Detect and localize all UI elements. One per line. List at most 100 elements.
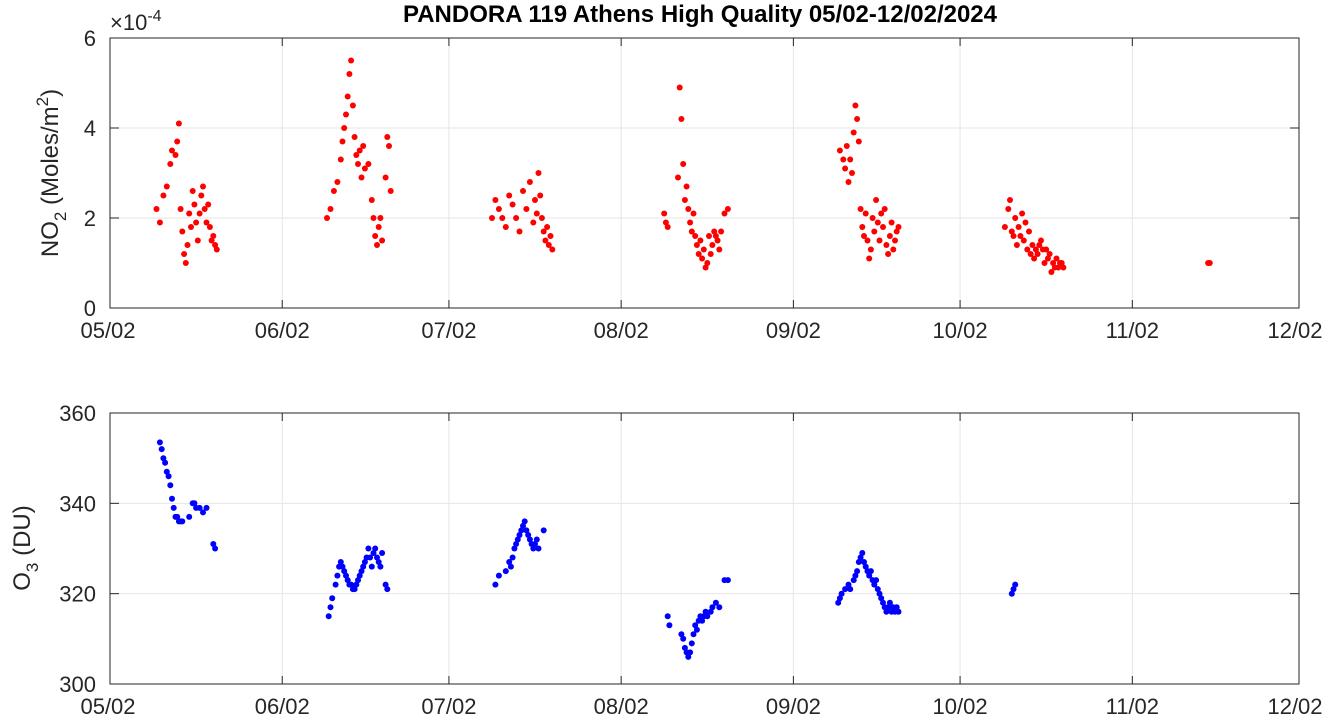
no2-data-point <box>675 174 681 181</box>
no2-x-tick-label: 11/02 <box>1106 318 1159 343</box>
o3-data-point <box>367 554 374 561</box>
no2-data-point <box>1015 224 1022 230</box>
no2-data-point <box>873 197 880 203</box>
no2-x-tick-label: 07/02 <box>421 318 476 343</box>
no2-data-point <box>662 219 669 226</box>
o3-data-point <box>871 581 878 588</box>
o3-data-point <box>532 541 538 547</box>
no2-data-point <box>849 170 855 176</box>
no2-ylabel-units-sup: 2 <box>33 97 52 106</box>
o3-data-point <box>513 541 520 547</box>
no2-data-point <box>172 152 179 158</box>
no2-data-point <box>356 147 363 154</box>
no2-data-point <box>693 242 700 248</box>
no2-data-point <box>167 161 174 167</box>
o3-data-point <box>495 572 502 579</box>
no2-panel: 05/02 06/02 07/02 08/02 09/02 10/02 11/02 12/02… <box>33 8 1323 343</box>
no2-data-point <box>892 237 898 244</box>
o3-data-point <box>693 626 700 633</box>
no2-data-point <box>718 228 725 235</box>
o3-x-tick-label: 08/02 <box>594 694 649 719</box>
o3-data-point <box>838 590 845 597</box>
no2-data-point <box>210 233 217 239</box>
o3-y-tick-label: 340 <box>59 491 96 516</box>
no2-data-point <box>871 228 878 235</box>
o3-data-point <box>687 649 694 656</box>
no2-data-point <box>499 215 506 221</box>
no2-data-point <box>343 111 349 118</box>
no2-data-point <box>169 147 175 154</box>
no2-data-point <box>341 125 348 131</box>
o3-data-point <box>356 572 363 579</box>
no2-data-point <box>344 93 351 100</box>
o3-data-point <box>348 581 355 588</box>
o3-data-point <box>170 504 177 511</box>
no2-data-point <box>866 255 873 262</box>
no2-data-point <box>1043 246 1050 253</box>
no2-data-point <box>716 246 723 253</box>
o3-data-point <box>341 568 348 575</box>
o3-data-point <box>855 559 862 565</box>
o3-data-point <box>867 568 874 575</box>
no2-data-point <box>379 237 386 244</box>
o3-data-point <box>707 608 714 615</box>
no2-data-point <box>339 138 346 145</box>
no2-data-point <box>712 233 719 239</box>
o3-data-point <box>327 604 334 611</box>
o3-data-point <box>681 644 688 651</box>
no2-data-point <box>1007 197 1013 203</box>
no2-data-point <box>707 251 714 257</box>
no2-data-point <box>1044 255 1051 262</box>
no2-data-point <box>709 242 716 248</box>
no2-data-point <box>382 174 389 181</box>
no2-data-point <box>852 102 859 109</box>
o3-data-point <box>179 518 186 525</box>
o3-data-point <box>685 653 692 660</box>
no2-data-point <box>1027 251 1034 257</box>
o3-data-point <box>375 559 382 565</box>
no2-data-point <box>885 251 892 257</box>
no2-data-point <box>327 206 334 212</box>
o3-data-point <box>835 599 842 606</box>
no2-data-point <box>842 165 849 172</box>
o3-data-point <box>339 563 346 570</box>
no2-data-point <box>1012 215 1019 221</box>
no2-data-point <box>874 219 881 226</box>
no2-data-point <box>206 224 213 230</box>
o3-data-point <box>526 536 533 543</box>
o3-data-point <box>384 586 391 593</box>
no2-points <box>153 57 1213 275</box>
o3-data-point <box>709 604 716 611</box>
o3-data-point <box>692 622 699 629</box>
no2-data-point <box>163 183 170 190</box>
no2-data-point <box>208 237 215 244</box>
o3-data-point <box>874 586 881 593</box>
no2-data-point <box>506 192 513 199</box>
o3-data-point <box>857 554 864 561</box>
o3-data-point <box>862 563 869 570</box>
no2-data-point <box>888 219 895 226</box>
o3-x-tick-label: 12/02 <box>1267 694 1322 719</box>
no2-data-point <box>1022 219 1029 226</box>
no2-x-tick-label: 08/02 <box>594 318 649 343</box>
no2-data-point <box>205 201 212 208</box>
o3-data-point <box>509 554 516 561</box>
no2-data-point <box>513 215 520 221</box>
o3-data-point <box>158 446 165 453</box>
no2-data-point <box>1041 260 1048 266</box>
no2-data-point <box>859 224 866 230</box>
o3-data-point <box>866 572 873 579</box>
o3-data-point <box>880 599 886 606</box>
no2-data-point <box>184 242 191 248</box>
o3-data-point <box>664 613 671 620</box>
no2-data-point <box>384 134 391 140</box>
no2-data-point <box>370 215 377 221</box>
no2-data-point <box>895 224 902 230</box>
no2-data-point <box>361 165 368 172</box>
o3-data-point <box>885 604 892 611</box>
o3-data-point <box>859 550 866 556</box>
no2-x-tick-label: 10/02 <box>933 318 988 343</box>
o3-data-point <box>325 613 332 620</box>
no2-data-point <box>549 246 556 253</box>
o3-data-point <box>377 563 384 570</box>
